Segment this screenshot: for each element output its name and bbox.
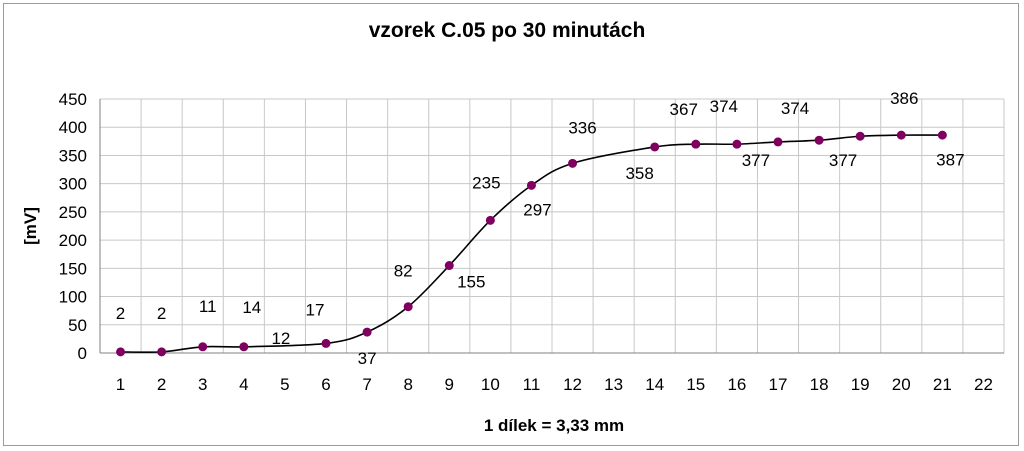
data-label: 386 (890, 89, 918, 108)
x-tick-label: 2 (157, 375, 166, 394)
data-point-marker (773, 137, 783, 147)
y-tick-label: 0 (78, 344, 87, 363)
y-tick-label: 350 (59, 146, 87, 165)
y-tick-label: 150 (59, 259, 87, 278)
data-label: 377 (829, 151, 857, 170)
x-tick-label: 12 (563, 375, 582, 394)
data-label: 2 (116, 304, 125, 323)
data-label: 17 (306, 300, 325, 319)
y-tick-label: 300 (59, 175, 87, 194)
data-label: 14 (242, 298, 261, 317)
data-point-marker (814, 135, 824, 145)
data-label: 2 (157, 304, 166, 323)
x-tick-label: 8 (403, 375, 412, 394)
x-tick-label: 17 (769, 375, 788, 394)
x-tick-label: 10 (481, 375, 500, 394)
x-axis-label: 1 dílek = 3,33 mm (484, 416, 624, 435)
data-label: 82 (394, 262, 413, 281)
data-label: 37 (358, 349, 377, 368)
data-point-marker (526, 180, 536, 190)
data-point-marker (691, 139, 701, 149)
chart-title: vzorek C.05 po 30 minutách (369, 19, 646, 42)
data-point-marker (855, 131, 865, 141)
x-tick-label: 20 (892, 375, 911, 394)
data-point-marker (198, 342, 208, 352)
x-tick-label: 6 (321, 375, 330, 394)
data-label: 377 (742, 151, 770, 170)
data-point-marker (896, 130, 906, 140)
data-label: 367 (670, 100, 698, 119)
data-point-marker (239, 342, 249, 352)
x-tick-label: 21 (933, 375, 952, 394)
x-tick-label: 3 (198, 375, 207, 394)
data-label: 374 (781, 99, 809, 118)
x-tick-label: 15 (686, 375, 705, 394)
y-tick-label: 50 (68, 316, 87, 335)
series-line (120, 134, 943, 354)
data-label: 387 (936, 151, 964, 170)
data-point-marker (157, 347, 167, 357)
x-tick-label: 18 (810, 375, 829, 394)
data-point-marker (362, 327, 372, 337)
data-point-marker (650, 142, 660, 152)
data-point-marker (444, 261, 454, 271)
data-point-marker (732, 139, 742, 149)
x-tick-label: 11 (523, 375, 541, 394)
data-label: 336 (568, 118, 596, 137)
grid (99, 98, 1005, 354)
data-point-marker (403, 302, 413, 312)
data-point-marker (937, 130, 947, 140)
data-label: 358 (625, 164, 653, 183)
x-tick-label: 13 (604, 375, 623, 394)
x-tick-label: 22 (974, 375, 993, 394)
x-tick-label: 16 (727, 375, 746, 394)
data-point-marker (116, 347, 126, 357)
x-tick-label: 5 (280, 375, 289, 394)
data-point-marker (321, 338, 331, 348)
x-tick-label: 14 (645, 375, 664, 394)
data-label: 11 (199, 297, 217, 316)
y-axis-ticks: 0 50 100 150 200 250 300 350 400 450 (59, 90, 87, 363)
y-axis-label: [mV] (21, 207, 40, 245)
y-tick-label: 450 (59, 90, 87, 109)
data-label: 12 (271, 329, 290, 348)
data-point-marker (485, 215, 495, 225)
data-label: 297 (523, 200, 551, 219)
x-tick-label: 1 (116, 375, 125, 394)
y-tick-label: 250 (59, 203, 87, 222)
data-point-marker (568, 158, 578, 168)
data-label: 235 (472, 173, 500, 192)
data-label: 374 (710, 97, 738, 116)
x-tick-label: 7 (362, 375, 371, 394)
x-axis-ticks: 1 2 3 4 5 6 7 8 9 10 11 12 13 14 15 16 17 18 19 20 21 22 (116, 375, 993, 394)
y-tick-label: 100 (59, 288, 87, 307)
x-tick-label: 4 (239, 375, 248, 394)
x-tick-label: 9 (445, 375, 454, 394)
data-label: 155 (457, 273, 485, 292)
x-tick-label: 19 (851, 375, 870, 394)
data-labels: 2 2 11 14 12 17 37 82 155 235 297 336 358 367 374 377 37… (116, 89, 965, 368)
series-group (116, 130, 947, 357)
y-tick-label: 200 (59, 231, 87, 250)
y-tick-label: 400 (59, 118, 87, 137)
